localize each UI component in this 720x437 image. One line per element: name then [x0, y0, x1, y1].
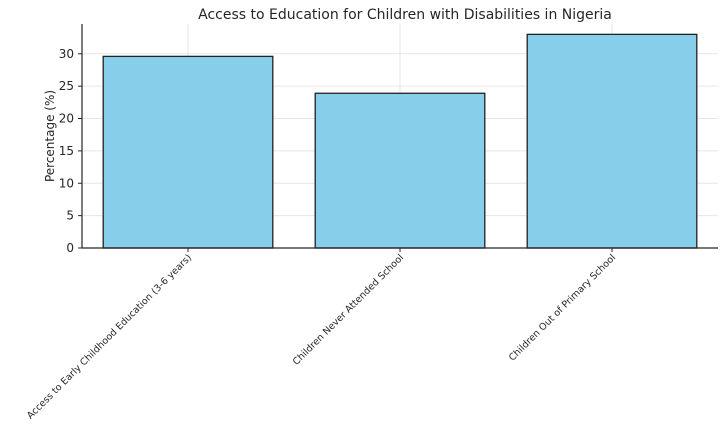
y-tick-label: 10 [59, 176, 74, 190]
y-ticks: 0 5 10 15 20 25 30 [59, 47, 82, 255]
x-tick-label: Access to Early Childhood Education (3-6… [25, 252, 194, 421]
y-tick-label: 20 [59, 112, 74, 126]
y-tick-label: 5 [66, 209, 74, 223]
bar [314, 92, 486, 249]
x-tick-label: Children Out of Primary School [507, 252, 618, 363]
y-tick-label: 30 [59, 47, 74, 61]
bar [102, 55, 274, 249]
chart-title: Access to Education for Children with Di… [198, 7, 612, 23]
x-ticks: Access to Early Childhood Education (3-6… [25, 248, 618, 421]
x-tick-label: Children Never Attended School [291, 252, 406, 367]
y-tick-label: 0 [66, 241, 74, 255]
y-axis-label: Percentage (%) [43, 90, 57, 182]
y-tick-label: 15 [59, 144, 74, 158]
y-tick-label: 25 [59, 79, 74, 93]
bar [526, 33, 698, 249]
